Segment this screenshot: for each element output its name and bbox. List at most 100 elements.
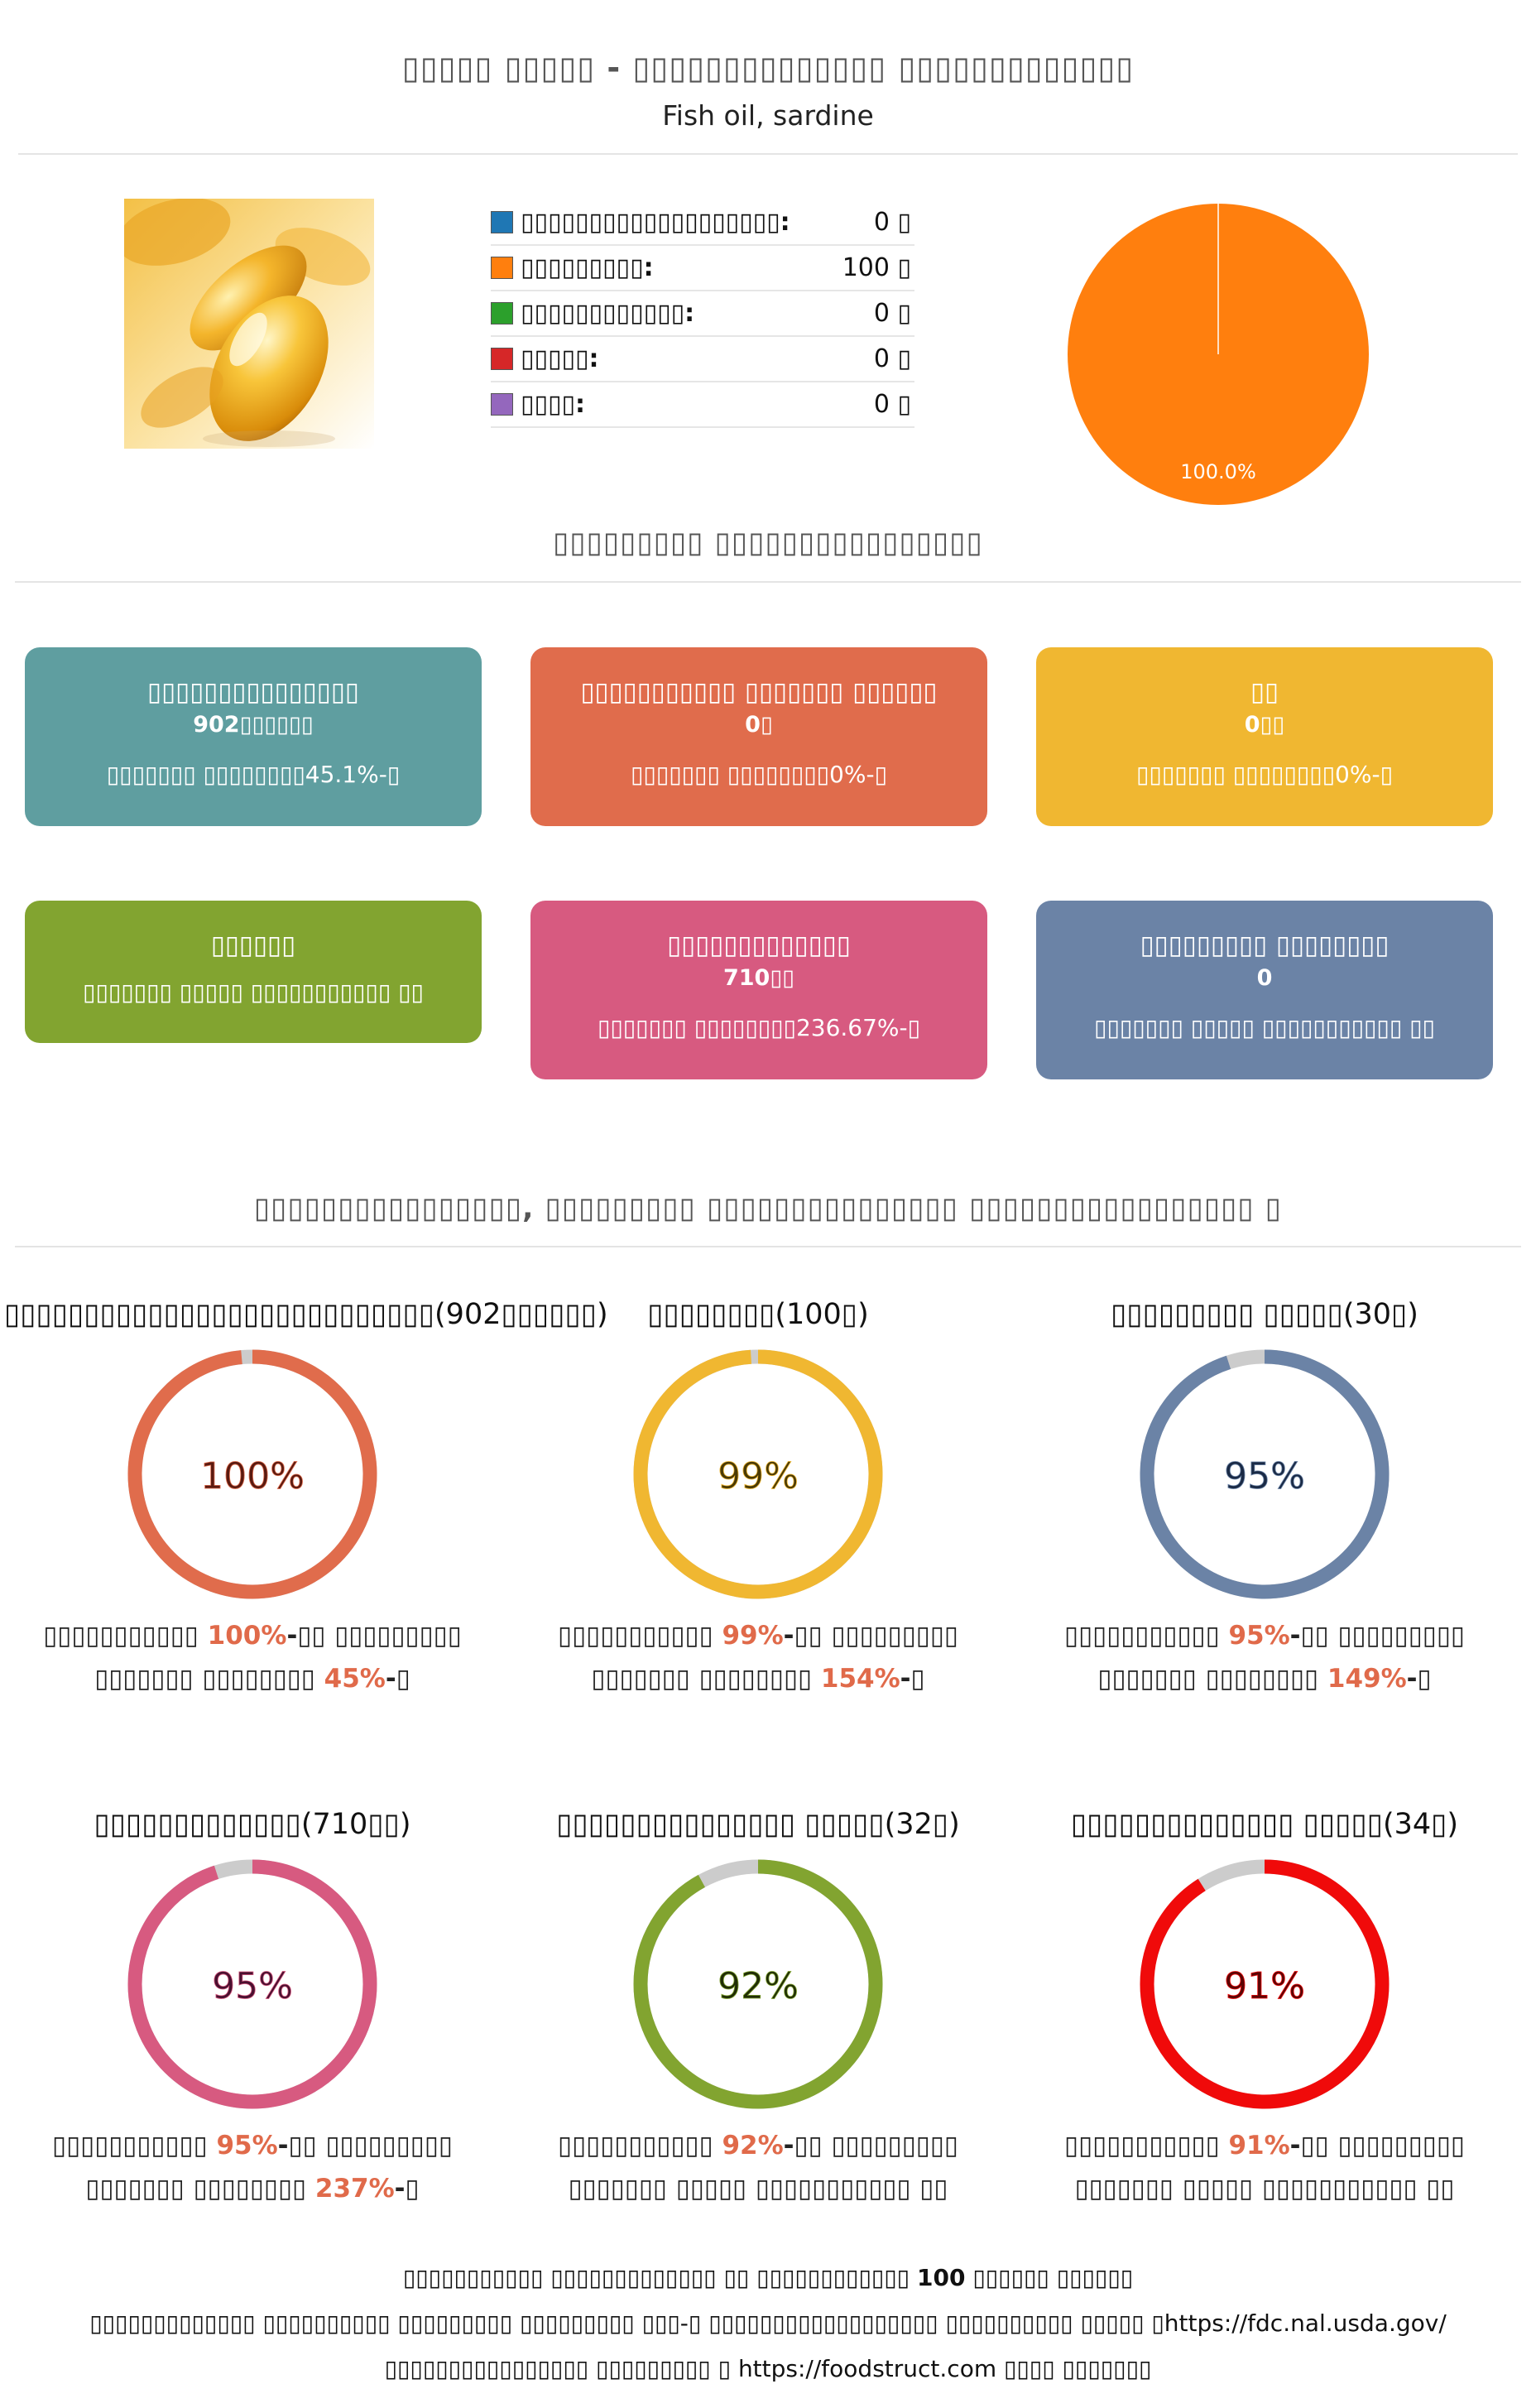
ring-desc: ▯▯▯▯▯▯▯▯▯▯▯ 91%-▯▯ ▯▯▯▯▯▯▯▯▯ ▯▯▯▯▯▯▯ ▯▯▯… [1016,2124,1513,2210]
ring-desc-text: -▯▯ ▯▯▯▯▯▯▯▯▯ [783,1621,958,1651]
ring-chart: 95% [127,1859,377,2109]
ring-desc-text: ▯▯▯▯▯▯▯ ▯▯▯▯▯▯▯▯ [1097,1664,1327,1694]
nutrient-card-3: ▯▯▯▯▯▯ ▯▯▯▯▯▯▯ ▯▯▯▯▯ ▯▯▯▯▯▯▯▯▯▯▯ ▯▯ [25,901,482,1043]
ring-desc-text: ▯▯▯▯▯▯▯▯▯▯▯ [558,2131,722,2160]
ring-desc-highlight: 95% [1228,1621,1290,1651]
ring-item-2: ▯▯▯▯▯▯▯▯▯ ▯▯▯▯▯(30▯) 95% ▯▯▯▯▯▯▯▯▯▯▯ 95%… [1016,1298,1513,1700]
ring-desc-highlight: 99% [722,1621,784,1651]
ring-desc-text: -▯▯ ▯▯▯▯▯▯▯▯▯ [277,2131,453,2160]
ring-desc-text: -▯▯ ▯▯▯▯▯▯▯▯▯ [286,1621,462,1651]
card-title: ▯▯▯▯▯▯▯▯▯▯▯▯▯▯▯ [147,677,359,707]
ring-desc: ▯▯▯▯▯▯▯▯▯▯▯ 95%-▯▯ ▯▯▯▯▯▯▯▯▯ ▯▯▯▯▯▯▯ ▯▯▯… [4,2124,501,2210]
macro-row-0: ▯▯▯▯▯▯▯▯▯▯▯▯▯▯▯▯▯▯▯: 0 ▯ [491,200,914,246]
ring-title: ▯▯▯▯▯▯▯▯▯▯▯▯▯(710▯▯) [94,1808,411,1841]
card-desc: ▯▯▯▯▯▯▯ ▯▯▯▯▯▯▯▯0%-▯ [631,761,887,788]
section-nutrients-title: ▯▯▯▯▯▯▯▯▯ ▯▯▯▯▯▯▯▯▯▯▯▯▯▯▯▯ [553,526,983,560]
section-comparison-divider [15,1246,1521,1247]
food-name: Fish oil, sardine [662,99,874,132]
nutrient-card-0: ▯▯▯▯▯▯▯▯▯▯▯▯▯▯▯ 902▯▯▯▯▯▯ ▯▯▯▯▯▯▯ ▯▯▯▯▯▯… [25,647,482,826]
ring-percent-label: 100% [200,1455,305,1497]
ring-desc-text: -▯▯ ▯▯▯▯▯▯▯▯▯ [1289,1621,1465,1651]
ring-desc-text: ▯▯▯▯▯▯▯▯▯▯▯ [43,1621,208,1651]
nutrient-card-1: ▯▯▯▯▯▯▯▯▯▯▯ ▯▯▯▯▯▯▯ ▯▯▯▯▯▯ 0▯ ▯▯▯▯▯▯▯ ▯▯… [530,647,987,826]
macro-value: 0 ▯ [873,299,911,328]
ring-title: ▯▯▯▯▯▯▯▯(100▯) [647,1298,869,1331]
ring-progress [633,1859,883,2109]
pie-chart-svg: 100.0% [1068,204,1369,505]
ring-item-5: ▯▯▯▯▯▯▯▯▯▯▯▯▯▯ ▯▯▯▯▯(34▯) 91% ▯▯▯▯▯▯▯▯▯▯… [1016,1808,1513,2210]
macro-swatch [491,302,513,324]
macro-swatch [491,257,513,279]
ring-chart: 100% [127,1349,377,1599]
card-desc: ▯▯▯▯▯▯▯ ▯▯▯▯▯ ▯▯▯▯▯▯▯▯▯▯▯ ▯▯ [83,978,424,1006]
footer-text: ▯▯▯▯ ▯▯▯▯▯▯▯ [996,2355,1152,2382]
ring-desc-text: -▯▯ ▯▯▯▯▯▯▯▯▯ [1289,2131,1465,2160]
card-desc: ▯▯▯▯▯▯▯ ▯▯▯▯▯▯▯▯236.67%-▯ [597,1014,921,1041]
usda-link[interactable]: https://fdc.nal.usda.gov/ [1164,2309,1447,2337]
macro-label: ▯▯▯▯▯▯▯▯▯▯▯▯▯▯▯▯▯▯▯: [521,208,790,237]
section-nutrients-divider [15,581,1521,583]
footer-text: ▯▯▯▯▯▯▯▯▯▯▯ ▯▯▯▯▯▯▯▯▯▯▯▯▯ ▯▯ ▯▯▯▯▯▯▯▯▯▯▯… [402,2264,917,2291]
ring-desc-text: ▯▯▯▯▯▯▯▯▯▯▯ [52,2131,217,2160]
macro-value: 100 ▯ [842,253,911,282]
card-title: ▯▯ [1250,677,1279,707]
food-image [124,199,374,449]
header-divider [18,153,1518,155]
pie-data-label: 100.0% [1180,460,1256,483]
ring-percent-label: 92% [718,1965,799,2007]
macro-label: ▯▯▯▯▯▯▯▯▯: [521,253,654,282]
ring-title: ▯▯▯▯▯▯▯▯▯ ▯▯▯▯▯(30▯) [1111,1298,1418,1331]
ring-desc-text: -▯ [900,1664,925,1694]
macro-swatch [491,211,513,233]
ring-desc-text: ▯▯▯▯▯▯▯ ▯▯▯▯▯▯▯▯ [591,1664,821,1694]
card-value: 902▯▯▯▯▯▯ [193,712,314,738]
ring-desc-highlight: 95% [216,2131,278,2160]
nutrient-card-2: ▯▯ 0▯▯ ▯▯▯▯▯▯▯ ▯▯▯▯▯▯▯▯0%-▯ [1036,647,1493,826]
ring-desc-text: ▯▯▯▯▯▯▯ ▯▯▯▯▯ ▯▯▯▯▯▯▯▯▯▯▯ ▯▯ [568,2174,948,2204]
ring-percent-label: 91% [1224,1965,1305,2007]
ring-desc-text: -▯ [394,2174,420,2204]
card-value: 0▯ [745,712,773,738]
ring-desc: ▯▯▯▯▯▯▯▯▯▯▯ 95%-▯▯ ▯▯▯▯▯▯▯▯▯ ▯▯▯▯▯▯▯ ▯▯▯… [1016,1614,1513,1700]
ring-desc-text: -▯ [385,1664,410,1694]
ring-title: ▯▯▯▯▯▯▯▯▯▯▯▯▯▯ ▯▯▯▯▯(34▯) [1070,1808,1459,1841]
foodstruct-link[interactable]: https://foodstruct.com [737,2355,997,2382]
ring-desc-highlight: 149% [1327,1664,1407,1694]
ring-chart: 91% [1140,1859,1390,2109]
ring-progress [1140,1859,1390,2109]
ring-desc-text: -▯ [1406,1664,1432,1694]
macro-table: ▯▯▯▯▯▯▯▯▯▯▯▯▯▯▯▯▯▯▯: 0 ▯ ▯▯▯▯▯▯▯▯▯: 100 … [491,200,914,428]
page-title: ▯▯▯▯▯ ▯▯▯▯▯ - ▯▯▯▯▯▯▯▯▯▯▯▯▯▯ ▯▯▯▯▯▯▯▯▯▯▯… [401,50,1135,86]
macro-swatch [491,348,513,370]
footer-line-1: ▯▯▯▯▯▯▯▯▯▯▯ ▯▯▯▯▯▯▯▯▯▯▯▯▯ ▯▯ ▯▯▯▯▯▯▯▯▯▯▯… [0,2264,1536,2291]
ring-progress [127,1349,377,1599]
ring-percent-label: 99% [718,1455,799,1497]
ring-chart: 92% [633,1859,883,2109]
card-value: 0 [1256,965,1273,991]
ring-desc: ▯▯▯▯▯▯▯▯▯▯▯ 100%-▯▯ ▯▯▯▯▯▯▯▯▯ ▯▯▯▯▯▯▯ ▯▯… [4,1614,501,1700]
ring-percent-label: 95% [1224,1455,1305,1497]
ring-progress [633,1349,883,1599]
nutrient-card-4: ▯▯▯▯▯▯▯▯▯▯▯▯▯ 710▯▯ ▯▯▯▯▯▯▯ ▯▯▯▯▯▯▯▯236.… [530,901,987,1079]
ring-desc-highlight: 100% [207,1621,287,1651]
ring-item-4: ▯▯▯▯▯▯▯▯▯▯▯▯▯▯▯ ▯▯▯▯▯(32▯) 92% ▯▯▯▯▯▯▯▯▯… [510,1808,1006,2210]
macro-row-1: ▯▯▯▯▯▯▯▯▯: 100 ▯ [491,246,914,291]
card-desc: ▯▯▯▯▯▯▯ ▯▯▯▯▯▯▯▯45.1%-▯ [106,761,401,788]
macro-value: 0 ▯ [873,390,911,419]
macro-value: 0 ▯ [873,208,911,237]
card-value: 710▯▯ [722,965,795,991]
ring-chart: 99% [633,1349,883,1599]
macro-label: ▯▯▯▯: [521,390,586,419]
card-title: ▯▯▯▯▯▯ [210,930,296,960]
footer-text: ▯▯▯▯▯▯ ▯▯▯▯▯▯ [965,2264,1134,2291]
footer-text: ▯▯▯▯▯▯▯▯▯▯▯▯▯▯▯▯ ▯▯▯▯▯▯▯▯▯ ▯ [384,2355,738,2382]
card-desc: ▯▯▯▯▯▯▯ ▯▯▯▯▯ ▯▯▯▯▯▯▯▯▯▯▯ ▯▯ [1094,1014,1435,1041]
ring-desc-highlight: 92% [722,2131,784,2160]
ring-desc-highlight: 45% [324,1664,386,1694]
nutrient-card-5: ▯▯▯▯▯▯▯▯▯ ▯▯▯▯▯▯▯▯ 0 ▯▯▯▯▯▯▯ ▯▯▯▯▯ ▯▯▯▯▯… [1036,901,1493,1079]
ring-desc-highlight: 91% [1228,2131,1290,2160]
macro-swatch [491,393,513,416]
ring-progress [1140,1349,1390,1599]
ring-item-3: ▯▯▯▯▯▯▯▯▯▯▯▯▯(710▯▯) 95% ▯▯▯▯▯▯▯▯▯▯▯ 95%… [4,1808,501,2210]
ring-desc-text: ▯▯▯▯▯▯▯▯▯▯▯ [558,1621,722,1651]
